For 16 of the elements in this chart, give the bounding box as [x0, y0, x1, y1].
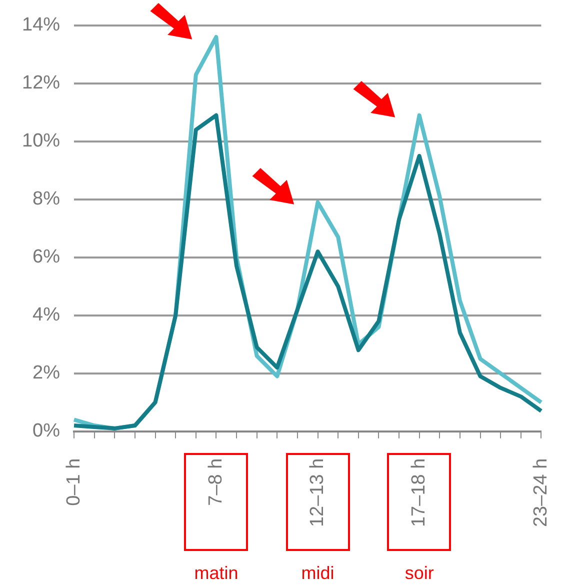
x-tick-label: 0–1 h: [63, 458, 84, 506]
y-tick-label: 8%: [32, 188, 60, 210]
x-tick-label: 23–24 h: [530, 458, 552, 528]
x-tick-label: 7–8 h: [205, 458, 226, 506]
text: matin: [194, 562, 238, 583]
y-tick-label: 0%: [32, 420, 60, 442]
y-tick-label: 2%: [32, 362, 60, 384]
y-tick-label: 6%: [32, 246, 60, 268]
y-tick-label: 12%: [22, 72, 60, 94]
x-tick-label: 12–13 h: [307, 458, 328, 528]
text: soir: [404, 562, 434, 583]
y-tick-label: 14%: [22, 14, 60, 36]
x-tick-label: 17–18 h: [408, 458, 430, 528]
y-tick-label: 10%: [22, 130, 60, 152]
text: midi: [301, 562, 334, 583]
y-tick-label: 4%: [32, 304, 60, 326]
